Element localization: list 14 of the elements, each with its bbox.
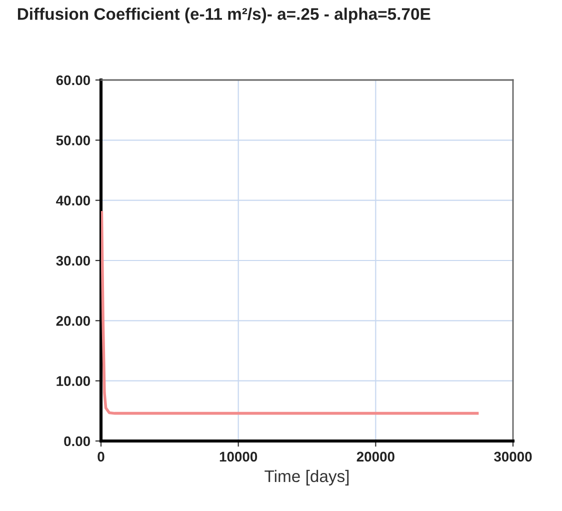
line-series [101,210,479,415]
x-tick-label: 0 [98,452,104,462]
y-tick-label: 60.00 [56,75,90,86]
y-tick-label: 30.00 [56,256,90,266]
x-tick-label: 30000 [494,452,532,462]
x-axis-title: Time [days] [264,470,349,486]
y-tick-label: 40.00 [56,196,90,206]
y-tick-label: 0.00 [64,436,90,446]
x-tick-label: 20000 [356,452,394,462]
y-tick-label: 20.00 [56,316,90,326]
y-tick-label: 50.00 [56,136,90,146]
y-tick-label: 10.00 [56,376,90,386]
chart-title: Diffusion Coefficient (e-11 m²/s)- a=.25 - alpha=5.70E [18,8,430,24]
x-tick-label: 10000 [220,452,258,462]
